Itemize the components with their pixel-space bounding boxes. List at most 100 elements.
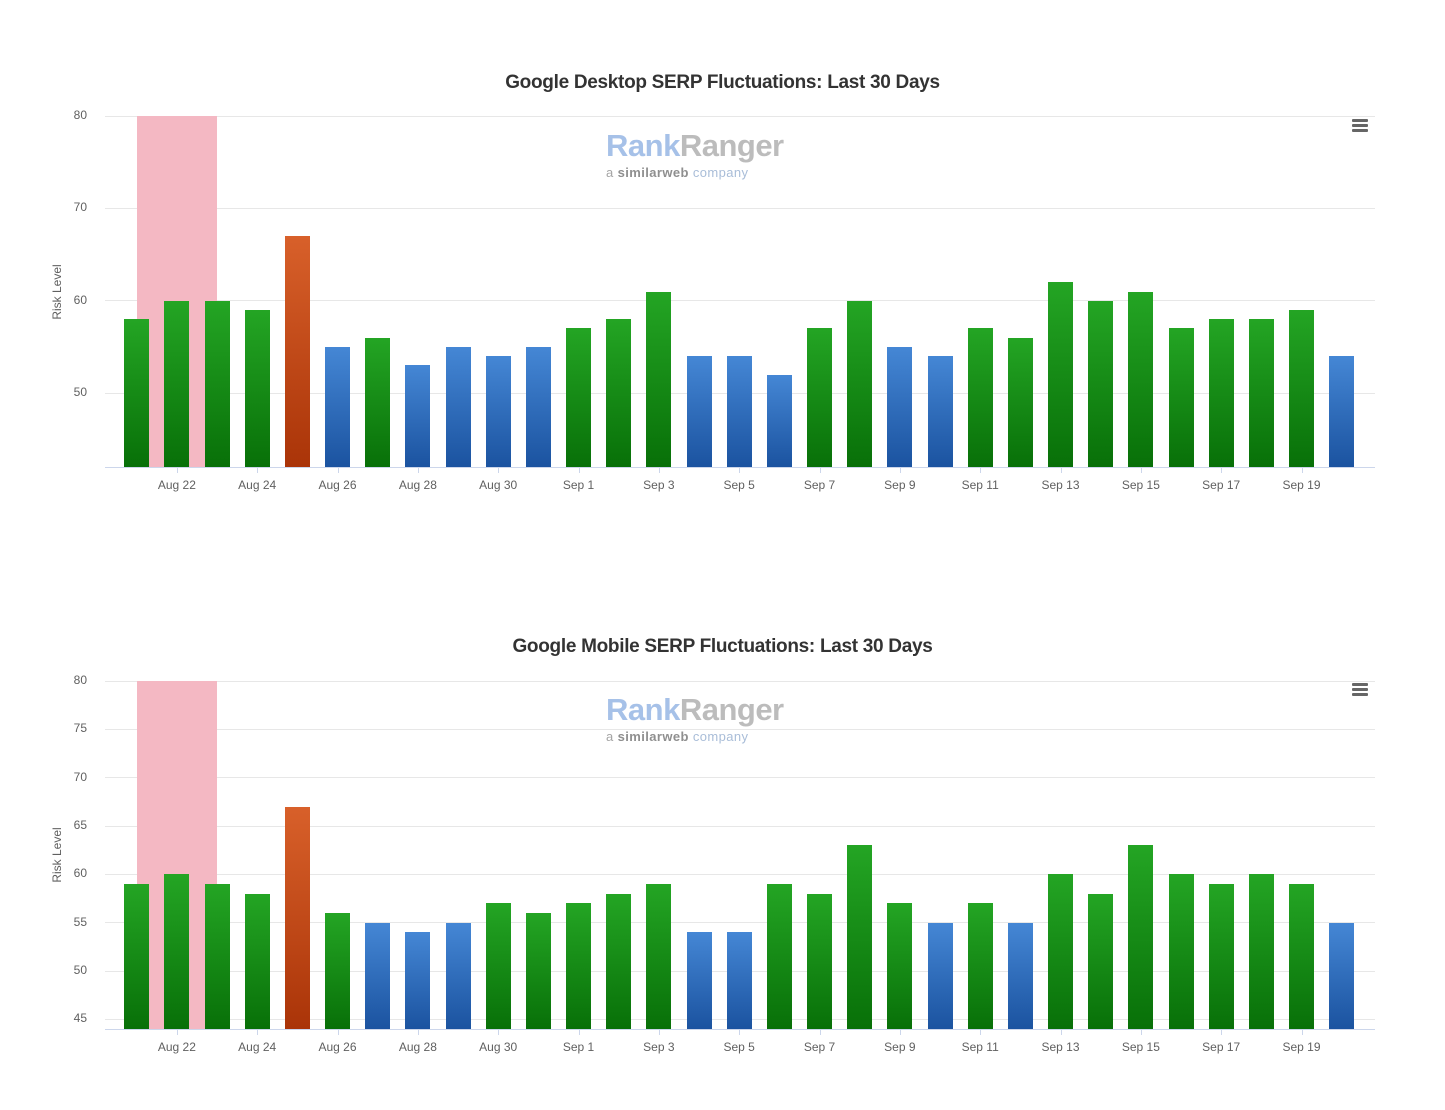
x-axis-tick-label: Aug 28 <box>398 1040 437 1054</box>
subtitle-a: a <box>606 165 614 180</box>
bar-sep-3[interactable] <box>646 884 672 1029</box>
x-axis-tick-label: Aug 24 <box>238 1040 277 1054</box>
bar-aug-31[interactable] <box>525 913 551 1029</box>
bar-sep-15[interactable] <box>1128 845 1154 1029</box>
y-axis-tick-label: 80 <box>73 673 87 687</box>
bar-aug-29[interactable] <box>445 922 471 1029</box>
bar-aug-31[interactable] <box>525 346 551 467</box>
subtitle-company: company <box>692 729 749 744</box>
bar-aug-21[interactable] <box>124 884 150 1029</box>
bar-aug-23[interactable] <box>204 300 230 467</box>
bar-sep-17[interactable] <box>1208 319 1234 467</box>
bar-sep-7[interactable] <box>807 328 833 467</box>
bar-sep-1[interactable] <box>566 328 592 467</box>
x-axis-tick-label: Sep 13 <box>1041 478 1080 492</box>
bar-aug-30[interactable] <box>485 356 511 467</box>
bar-aug-26[interactable] <box>325 913 351 1029</box>
bar-sep-5[interactable] <box>726 356 752 467</box>
bar-sep-3[interactable] <box>646 291 672 467</box>
bar-aug-25[interactable] <box>284 806 310 1029</box>
bar-aug-26[interactable] <box>325 346 351 467</box>
x-axis-tick <box>658 468 660 473</box>
x-axis-tick-label: Sep 1 <box>562 1040 595 1054</box>
bar-sep-9[interactable] <box>887 903 913 1029</box>
bar-sep-2[interactable] <box>606 319 632 467</box>
menu-bar <box>1352 124 1368 127</box>
x-axis-tick-label: Aug 26 <box>318 1040 357 1054</box>
x-axis-tick <box>498 1030 500 1035</box>
y-axis-tick-label: 65 <box>73 818 87 832</box>
bar-sep-18[interactable] <box>1248 319 1274 467</box>
x-axis-tick <box>1221 1030 1223 1035</box>
watermark-subtitle: a similarweb company <box>606 729 784 744</box>
bar-sep-12[interactable] <box>1007 922 1033 1029</box>
bar-sep-1[interactable] <box>566 903 592 1029</box>
bar-sep-4[interactable] <box>686 932 712 1029</box>
bar-sep-13[interactable] <box>1048 282 1074 467</box>
x-axis-tick-label: Aug 22 <box>157 478 196 492</box>
bar-aug-29[interactable] <box>445 346 471 467</box>
x-axis-tick-label: Sep 5 <box>723 1040 755 1054</box>
bar-sep-19[interactable] <box>1289 884 1315 1029</box>
bar-aug-24[interactable] <box>244 309 270 467</box>
bar-sep-6[interactable] <box>766 374 792 467</box>
bar-sep-13[interactable] <box>1048 874 1074 1029</box>
x-axis-tick-label: Sep 19 <box>1282 1040 1321 1054</box>
bar-sep-15[interactable] <box>1128 291 1154 467</box>
bar-sep-10[interactable] <box>927 922 953 1029</box>
x-axis-tick-label: Sep 3 <box>643 478 675 492</box>
rankranger-logo: RankRanger <box>606 130 784 161</box>
gridline <box>105 115 1375 117</box>
bar-aug-21[interactable] <box>124 319 150 467</box>
bar-aug-27[interactable] <box>365 922 391 1029</box>
bar-sep-7[interactable] <box>807 893 833 1029</box>
x-axis-tick-label: Sep 1 <box>562 478 595 492</box>
bar-aug-25[interactable] <box>284 236 310 467</box>
x-axis-tick-label: Sep 11 <box>961 1040 999 1054</box>
x-axis-tick-label: Sep 5 <box>723 478 755 492</box>
bar-sep-10[interactable] <box>927 356 953 467</box>
bar-aug-22[interactable] <box>164 874 190 1029</box>
bar-sep-4[interactable] <box>686 356 712 467</box>
bar-sep-19[interactable] <box>1289 309 1315 467</box>
bar-aug-30[interactable] <box>485 903 511 1029</box>
watermark-subtitle: a similarweb company <box>606 165 784 180</box>
bar-sep-16[interactable] <box>1168 874 1194 1029</box>
bar-sep-6[interactable] <box>766 884 792 1029</box>
x-axis-tick-label: Sep 7 <box>803 1040 836 1054</box>
bar-sep-11[interactable] <box>967 328 993 467</box>
bar-aug-22[interactable] <box>164 300 190 467</box>
bar-sep-20[interactable] <box>1329 922 1355 1029</box>
bar-sep-8[interactable] <box>847 845 873 1029</box>
bar-aug-28[interactable] <box>405 932 431 1029</box>
menu-bar <box>1352 688 1368 691</box>
bar-sep-8[interactable] <box>847 300 873 467</box>
x-axis-tick <box>176 468 178 473</box>
google-mobile-serp-chart: Google Mobile SERP Fluctuations: Last 30… <box>0 564 1445 1110</box>
bar-sep-14[interactable] <box>1088 300 1114 467</box>
x-axis-tick-label: Sep 9 <box>884 1040 916 1054</box>
logo-rank: Rank <box>606 128 680 163</box>
x-axis-tick <box>739 468 741 473</box>
bar-sep-2[interactable] <box>606 893 632 1029</box>
bar-sep-11[interactable] <box>967 903 993 1029</box>
hamburger-menu-icon[interactable] <box>1352 683 1368 696</box>
rankranger-watermark: RankRanger a similarweb company <box>606 694 784 744</box>
bar-sep-20[interactable] <box>1329 356 1355 467</box>
bar-sep-18[interactable] <box>1248 874 1274 1029</box>
gridline <box>105 777 1375 779</box>
x-axis-tick <box>1301 468 1303 473</box>
bar-sep-12[interactable] <box>1007 337 1033 467</box>
hamburger-menu-icon[interactable] <box>1352 119 1368 132</box>
bar-sep-5[interactable] <box>726 932 752 1029</box>
bar-aug-28[interactable] <box>405 365 431 467</box>
bar-sep-14[interactable] <box>1088 893 1114 1029</box>
bar-aug-27[interactable] <box>365 337 391 467</box>
bar-sep-17[interactable] <box>1208 884 1234 1029</box>
x-axis-tick-label: Sep 13 <box>1041 1040 1080 1054</box>
bar-aug-23[interactable] <box>204 884 230 1029</box>
bar-sep-16[interactable] <box>1168 328 1194 467</box>
menu-bar <box>1352 683 1368 686</box>
bar-aug-24[interactable] <box>244 893 270 1029</box>
bar-sep-9[interactable] <box>887 346 913 467</box>
